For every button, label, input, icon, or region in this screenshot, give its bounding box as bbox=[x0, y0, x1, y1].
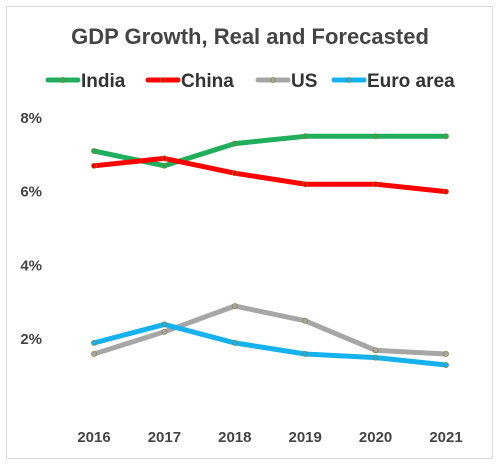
legend-marker-india bbox=[60, 77, 66, 83]
legend-label-china: China bbox=[181, 71, 234, 92]
data-point-euro-area bbox=[372, 354, 379, 361]
data-point-china bbox=[302, 181, 309, 188]
data-point-us bbox=[91, 351, 97, 357]
data-point-china bbox=[372, 181, 379, 188]
data-point-india bbox=[372, 133, 379, 140]
data-point-india bbox=[91, 148, 97, 154]
data-point-india bbox=[161, 162, 168, 169]
data-point-us bbox=[443, 351, 449, 357]
legend-label-euro-area: Euro area bbox=[367, 71, 455, 92]
series-line-china bbox=[91, 155, 449, 195]
y-tick-label: 2% bbox=[20, 331, 42, 348]
data-point-india bbox=[302, 133, 309, 140]
data-point-us bbox=[161, 328, 168, 335]
data-point-euro-area bbox=[161, 321, 168, 328]
series-line-india bbox=[91, 133, 449, 169]
series-line-euro-area bbox=[91, 321, 449, 368]
chart-frame bbox=[6, 6, 493, 459]
y-tick-label: 4% bbox=[20, 257, 42, 274]
x-axis: 2016 2017 2018 2019 2020 2021 bbox=[77, 429, 462, 446]
legend-marker-euro-area bbox=[346, 77, 352, 83]
legend-label-us: US bbox=[291, 71, 317, 92]
y-axis: 2% 4% 6% 8% bbox=[20, 110, 42, 348]
x-tick-label: 2020 bbox=[359, 429, 392, 446]
data-point-china bbox=[161, 155, 168, 162]
chart-title: GDP Growth, Real and Forecasted bbox=[71, 24, 429, 49]
data-point-euro-area bbox=[91, 339, 97, 346]
data-point-us bbox=[231, 303, 238, 309]
data-point-us bbox=[302, 317, 309, 324]
data-point-china bbox=[443, 188, 449, 195]
y-tick-label: 6% bbox=[20, 184, 42, 201]
series-line-us bbox=[91, 303, 449, 357]
legend-marker-china bbox=[160, 77, 166, 83]
data-point-india bbox=[443, 133, 449, 140]
data-point-euro-area bbox=[231, 339, 238, 346]
data-point-euro-area bbox=[443, 362, 449, 368]
x-tick-label: 2016 bbox=[77, 429, 110, 446]
data-point-china bbox=[231, 170, 238, 177]
legend-label-india: India bbox=[81, 71, 126, 92]
data-point-india bbox=[231, 140, 238, 147]
plot-area bbox=[91, 133, 449, 368]
x-tick-label: 2017 bbox=[148, 429, 181, 446]
data-point-china bbox=[91, 162, 97, 169]
x-tick-label: 2021 bbox=[429, 429, 462, 446]
x-tick-label: 2018 bbox=[218, 429, 251, 446]
x-tick-label: 2019 bbox=[289, 429, 322, 446]
y-tick-label: 8% bbox=[20, 110, 42, 127]
data-point-us bbox=[372, 347, 379, 354]
data-point-euro-area bbox=[302, 351, 309, 357]
legend: India China US Euro area bbox=[45, 71, 455, 92]
legend-marker-us bbox=[270, 77, 276, 83]
